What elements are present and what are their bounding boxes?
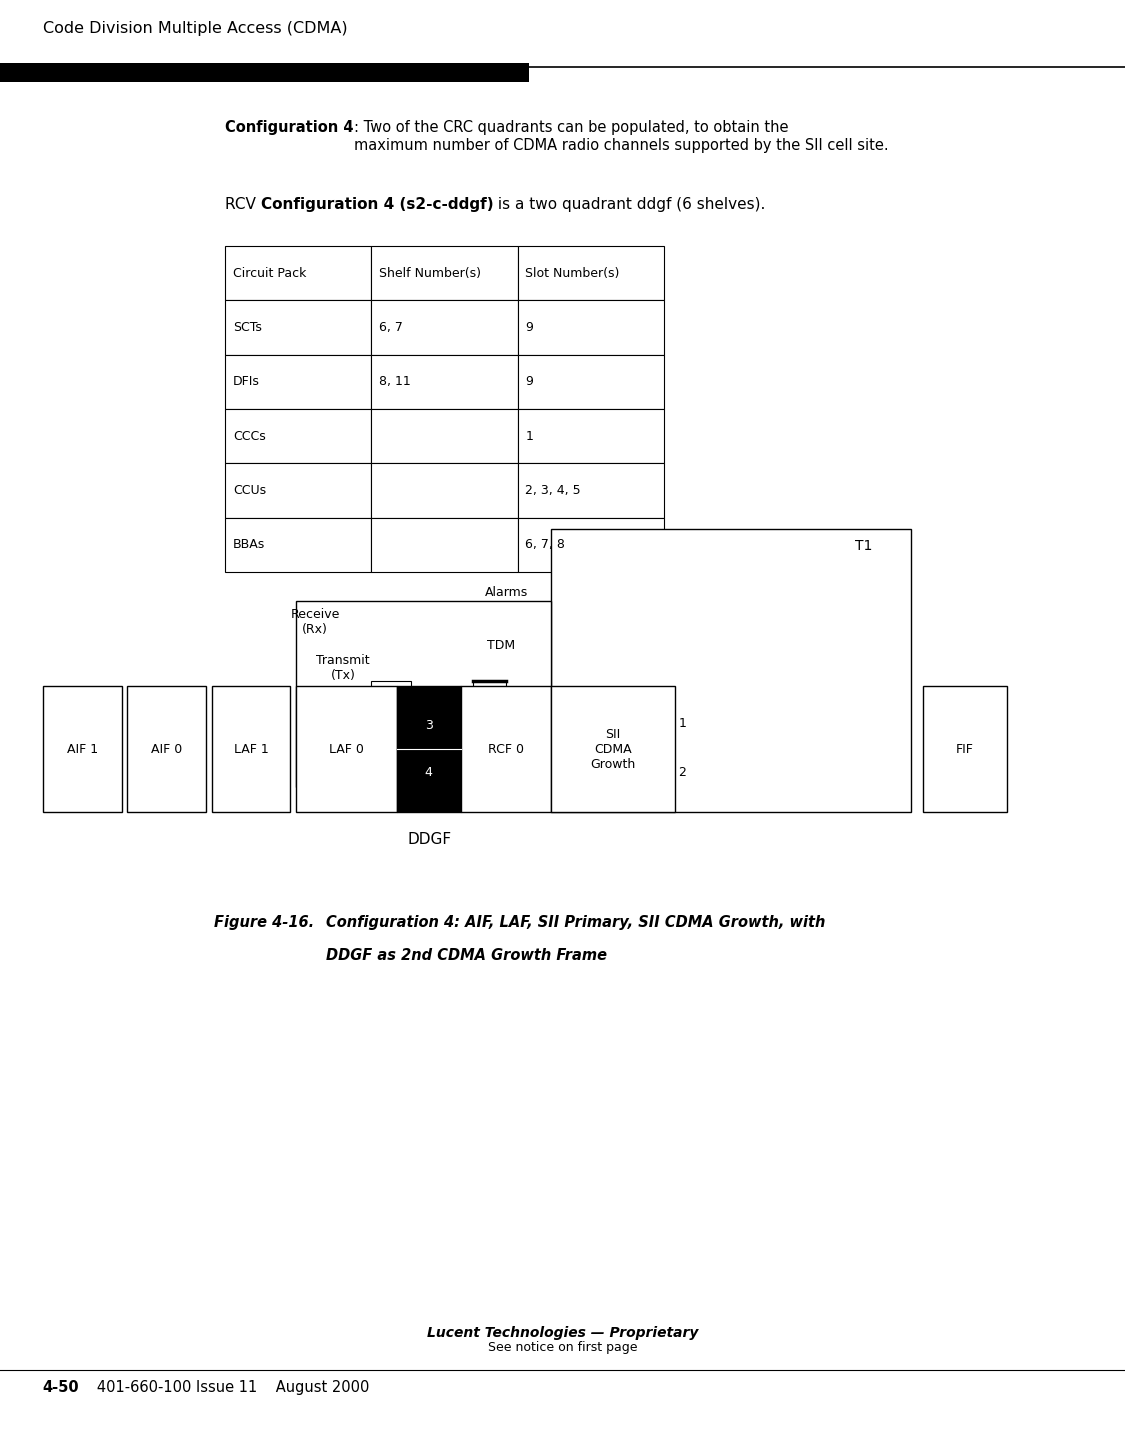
Text: 9: 9 bbox=[525, 320, 533, 335]
Text: T1: T1 bbox=[855, 539, 872, 553]
Bar bbox=[518, 246, 664, 300]
Text: TDM: TDM bbox=[486, 639, 515, 652]
Text: 3: 3 bbox=[425, 718, 432, 732]
Bar bbox=[225, 355, 371, 409]
Bar bbox=[461, 686, 551, 812]
Bar bbox=[518, 300, 664, 355]
Text: Lucent Technologies — Proprietary: Lucent Technologies — Proprietary bbox=[426, 1326, 699, 1340]
Bar bbox=[225, 409, 371, 463]
Text: 4-50: 4-50 bbox=[43, 1380, 80, 1394]
Text: AIF 0: AIF 0 bbox=[151, 742, 182, 756]
Text: AIF 1: AIF 1 bbox=[66, 742, 98, 756]
Text: Shelf Number(s): Shelf Number(s) bbox=[379, 266, 482, 280]
Bar bbox=[551, 529, 911, 812]
Bar bbox=[127, 686, 206, 812]
Text: 6, 7, 8: 6, 7, 8 bbox=[525, 538, 565, 552]
Bar bbox=[371, 681, 411, 729]
Text: CCUs: CCUs bbox=[233, 483, 266, 498]
Text: 2, 3, 4, 5: 2, 3, 4, 5 bbox=[525, 483, 580, 498]
Bar bbox=[371, 355, 518, 409]
Bar bbox=[551, 686, 675, 812]
Text: 6, 7: 6, 7 bbox=[379, 320, 403, 335]
Bar bbox=[296, 601, 551, 787]
Text: 1: 1 bbox=[525, 429, 533, 443]
Text: RCF 0: RCF 0 bbox=[488, 742, 524, 756]
Bar bbox=[371, 246, 518, 300]
Text: 2: 2 bbox=[678, 765, 686, 779]
Text: Transmit
(Tx): Transmit (Tx) bbox=[316, 654, 370, 682]
Bar bbox=[43, 686, 122, 812]
Bar bbox=[225, 246, 371, 300]
Text: LAF 1: LAF 1 bbox=[234, 742, 268, 756]
Bar bbox=[922, 686, 1007, 812]
Text: Configuration 4 (s2-c-ddgf): Configuration 4 (s2-c-ddgf) bbox=[261, 197, 494, 212]
Bar bbox=[371, 518, 518, 572]
Text: SCTs: SCTs bbox=[233, 320, 262, 335]
Text: Receive
(Rx): Receive (Rx) bbox=[290, 608, 340, 636]
Text: 4: 4 bbox=[425, 765, 432, 779]
Bar bbox=[371, 463, 518, 518]
Text: 1: 1 bbox=[678, 716, 686, 731]
Bar bbox=[518, 355, 664, 409]
Text: BBAs: BBAs bbox=[233, 538, 266, 552]
Bar bbox=[225, 518, 371, 572]
Bar bbox=[518, 463, 664, 518]
Text: SII
CDMA
Growth: SII CDMA Growth bbox=[591, 728, 636, 771]
Text: RCV: RCV bbox=[225, 197, 261, 212]
Text: Configuration 4: AIF, LAF, SII Primary, SII CDMA Growth, with: Configuration 4: AIF, LAF, SII Primary, … bbox=[326, 915, 826, 930]
Bar bbox=[296, 686, 397, 812]
Bar bbox=[472, 681, 506, 729]
Text: See notice on first page: See notice on first page bbox=[488, 1340, 637, 1354]
Text: 401-660-100 Issue 11    August 2000: 401-660-100 Issue 11 August 2000 bbox=[83, 1380, 370, 1394]
Text: LAF 0: LAF 0 bbox=[330, 742, 364, 756]
Text: DDGF as 2nd CDMA Growth Frame: DDGF as 2nd CDMA Growth Frame bbox=[326, 948, 608, 962]
Text: Circuit Pack: Circuit Pack bbox=[233, 266, 306, 280]
Text: is a two quadrant ddgf (6 shelves).: is a two quadrant ddgf (6 shelves). bbox=[494, 197, 766, 212]
Text: CCCs: CCCs bbox=[233, 429, 266, 443]
Text: DFIs: DFIs bbox=[233, 375, 260, 389]
Bar bbox=[0, 63, 529, 82]
Text: Alarms: Alarms bbox=[485, 586, 528, 599]
Bar bbox=[518, 518, 664, 572]
Text: 8, 11: 8, 11 bbox=[379, 375, 411, 389]
Bar bbox=[371, 300, 518, 355]
Bar bbox=[225, 300, 371, 355]
Text: FIF: FIF bbox=[956, 742, 973, 756]
Text: : Two of the CRC quadrants can be populated, to obtain the
maximum number of CDM: : Two of the CRC quadrants can be popula… bbox=[353, 120, 888, 153]
Bar bbox=[212, 686, 290, 812]
Text: Slot Number(s): Slot Number(s) bbox=[525, 266, 620, 280]
Bar bbox=[225, 463, 371, 518]
Bar bbox=[371, 409, 518, 463]
Bar bbox=[397, 686, 461, 812]
Bar bbox=[518, 409, 664, 463]
Text: Code Division Multiple Access (CDMA): Code Division Multiple Access (CDMA) bbox=[43, 21, 348, 36]
Text: 9: 9 bbox=[525, 375, 533, 389]
Text: Figure 4-16.: Figure 4-16. bbox=[214, 915, 314, 930]
Text: DDGF: DDGF bbox=[407, 832, 452, 847]
Text: Configuration 4: Configuration 4 bbox=[225, 120, 353, 134]
